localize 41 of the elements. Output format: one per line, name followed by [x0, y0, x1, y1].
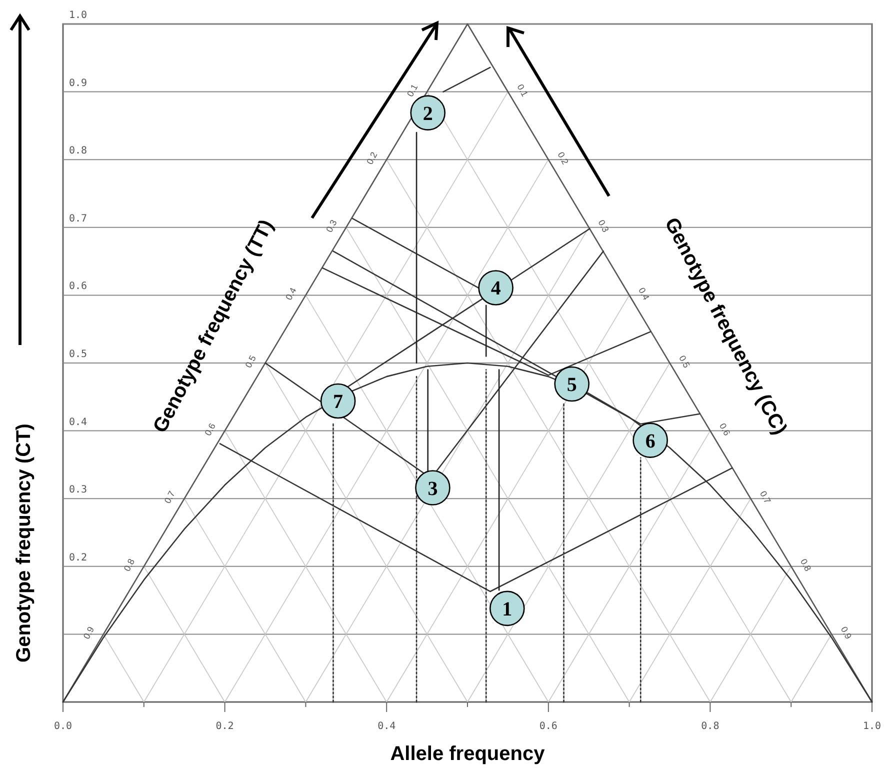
- annotation: 0.7: [162, 489, 178, 506]
- annotation: 0.5: [677, 354, 692, 370]
- annotation: 0.2: [364, 150, 380, 166]
- annotation: 5: [566, 374, 577, 396]
- x-tick-label: 0.8: [701, 721, 720, 732]
- annotation: 0.1: [405, 82, 420, 98]
- x-tick-label: 0.6: [539, 721, 558, 732]
- y-axis-title: Genotype frequency (CT): [13, 424, 35, 662]
- annotation: 4: [490, 278, 501, 300]
- y-tick-label: 0.9: [69, 78, 88, 89]
- annotation: 0.9: [838, 624, 854, 641]
- y-tick-label: 0.6: [69, 281, 88, 292]
- x-tick-label: 0.0: [54, 721, 72, 732]
- annotation: 0.3: [596, 218, 611, 234]
- y-tick-label: 0.4: [69, 416, 88, 428]
- annotation: 0.1: [515, 82, 530, 98]
- y-tick-label: 0.3: [69, 484, 88, 496]
- y-tick-label: 0.7: [69, 213, 88, 224]
- annotation: 0.8: [122, 557, 137, 573]
- annotation: 0.4: [284, 286, 298, 302]
- y-tick-label: 0.2: [69, 552, 88, 564]
- annotation: 6: [645, 430, 656, 452]
- annotation: 0.3: [324, 218, 339, 234]
- annotation: 0.7: [758, 489, 773, 506]
- annotation: 2: [422, 102, 433, 125]
- annotation: 0.6: [202, 422, 218, 438]
- y-tick-label: 1.0: [69, 10, 88, 21]
- x-tick-label: 0.2: [216, 721, 234, 732]
- annotation: 3: [428, 478, 438, 500]
- y-tick-label: 0.5: [69, 349, 88, 360]
- annotation: 0.2: [556, 150, 570, 166]
- annotation: 7: [333, 390, 344, 413]
- annotation: 0.8: [798, 557, 814, 573]
- annotation: 0.4: [636, 286, 652, 302]
- annotation: 0.5: [243, 354, 258, 370]
- x-tick-label: 0.4: [378, 721, 396, 732]
- annotation: 0.6: [718, 422, 732, 438]
- x-axis-title: Allele frequency: [390, 743, 546, 765]
- y-tick-label: 0.8: [69, 146, 88, 157]
- x-tick-label: 1.0: [862, 721, 882, 732]
- annotation: 1: [502, 598, 512, 620]
